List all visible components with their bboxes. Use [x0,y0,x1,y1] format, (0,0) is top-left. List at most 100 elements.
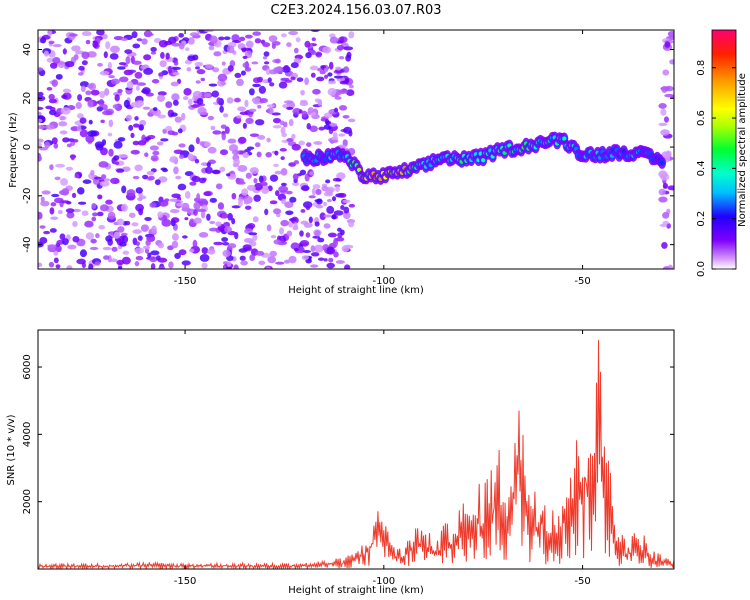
noise-blob [313,244,324,253]
noise-blob [41,190,51,195]
noise-blob [249,254,256,262]
noise-blob [242,244,252,251]
noise-blob [76,113,84,119]
colorbar-tick-label: 0.2 [696,211,707,227]
noise-blob [110,177,120,185]
noise-blob [273,67,278,75]
noise-blob [314,230,321,237]
noise-blob [62,238,69,246]
noise-blob [328,257,334,263]
noise-blob [81,31,92,37]
noise-blob [252,234,258,242]
noise-blob [312,88,321,95]
noise-blob [302,201,313,209]
snr-ytick-label: 4000 [22,422,33,447]
noise-blob [147,252,152,258]
noise-blob [117,154,128,158]
noise-blob [259,181,268,187]
noise-blob [94,176,102,180]
noise-blob [51,137,58,145]
noise-blob [658,188,666,196]
noise-blob [150,51,157,55]
noise-blob [195,66,200,70]
noise-blob [290,242,300,250]
noise-blob [289,196,297,203]
noise-blob [335,260,345,264]
ridge-core [659,160,665,166]
noise-blob [319,212,326,221]
noise-blob [267,77,272,84]
noise-blob [97,62,103,67]
noise-blob [110,78,120,85]
noise-blob [164,198,170,202]
noise-blob [240,47,251,51]
spectrogram-ytick-label: 20 [22,92,33,105]
noise-blob [79,249,87,258]
noise-blob [203,92,212,98]
noise-blob [60,178,69,186]
noise-blob [286,42,292,48]
noise-blob [669,59,674,65]
noise-blob [121,185,127,194]
noise-blob [80,85,86,93]
noise-blob [282,104,290,109]
noise-blob [38,147,49,151]
noise-blob [104,88,110,96]
noise-blob [274,190,280,197]
noise-blob [307,107,314,114]
noise-blob [52,44,62,48]
noise-blob [147,175,155,181]
noise-blob [102,246,112,251]
noise-blob [154,179,161,186]
noise-blob [107,61,112,70]
noise-blob [217,202,225,210]
noise-blob [215,183,223,190]
noise-blob [135,255,144,261]
noise-blob [205,166,213,174]
spectrogram-ticks: -150 -100 -50 -40 -20 0 20 40 [22,30,674,287]
noise-blob [257,104,262,109]
noise-blob [81,51,90,59]
noise-blob [337,192,347,198]
noise-blob [258,85,266,94]
noise-blob [314,221,320,227]
noise-blob [248,232,258,236]
noise-blob [184,190,191,199]
noise-blob [98,161,109,168]
noise-blob [110,258,118,263]
noise-blob [335,66,342,71]
noise-blob [343,46,354,51]
noise-blob [137,235,143,241]
noise-blob [107,132,113,137]
noise-blob [333,107,339,113]
noise-blob [663,266,670,269]
noise-blob [332,196,337,202]
noise-blob [108,148,114,157]
noise-blob [77,94,83,101]
noise-blob [125,56,131,65]
noise-blob [301,185,310,192]
noise-blob [226,173,231,177]
noise-blob [87,83,94,89]
noise-blob [49,164,54,171]
noise-blob [87,99,94,108]
noise-blob [315,188,322,195]
noise-blob [245,172,252,179]
noise-blob [78,201,87,205]
noise-blob [252,77,261,84]
noise-blob [210,125,216,131]
noise-blob [658,196,668,203]
noise-blob [200,210,206,219]
noise-blob [236,181,246,185]
noise-blob [251,97,261,103]
noise-blob [198,177,207,184]
noise-blob [270,235,277,239]
noise-blob [259,97,268,104]
noise-blob [337,89,348,94]
noise-blob [212,67,220,73]
noise-blob [88,119,93,125]
noise-blob [102,110,113,116]
noise-blob [135,241,140,247]
noise-blob [311,187,316,196]
